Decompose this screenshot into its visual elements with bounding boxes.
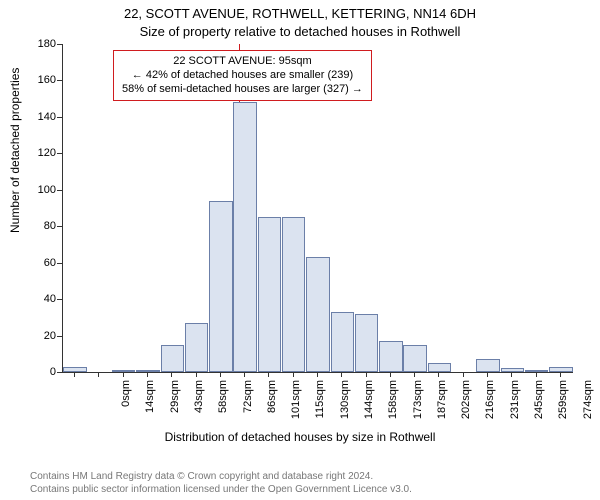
x-tick-mark xyxy=(366,372,367,377)
x-tick-mark xyxy=(390,372,391,377)
histogram-bar xyxy=(331,312,354,372)
y-tick-label: 140 xyxy=(26,111,56,123)
y-tick-mark xyxy=(57,336,62,337)
x-tick-label: 86sqm xyxy=(266,380,278,430)
x-tick-label: 158sqm xyxy=(387,380,399,430)
histogram-bar xyxy=(549,367,572,372)
y-tick-mark xyxy=(57,226,62,227)
x-tick-mark xyxy=(341,372,342,377)
x-tick-mark xyxy=(98,372,99,377)
histogram-bar xyxy=(355,314,378,372)
title-line-1: 22, SCOTT AVENUE, ROTHWELL, KETTERING, N… xyxy=(0,6,600,21)
footer-line-1: Contains HM Land Registry data © Crown c… xyxy=(30,471,412,484)
x-tick-mark xyxy=(317,372,318,377)
y-tick-mark xyxy=(57,299,62,300)
x-tick-mark xyxy=(487,372,488,377)
x-tick-label: 245sqm xyxy=(533,380,545,430)
y-tick-mark xyxy=(57,80,62,81)
info-line-2: ← 42% of detached houses are smaller (23… xyxy=(122,69,363,83)
x-tick-mark xyxy=(74,372,75,377)
x-tick-label: 216sqm xyxy=(484,380,496,430)
y-tick-label: 60 xyxy=(26,257,56,269)
x-tick-mark xyxy=(123,372,124,377)
y-tick-label: 0 xyxy=(26,366,56,378)
x-tick-mark xyxy=(171,372,172,377)
histogram-bar xyxy=(525,370,548,372)
plot-area: 22 SCOTT AVENUE: 95sqm ← 42% of detached… xyxy=(62,44,573,373)
x-tick-label: 14sqm xyxy=(144,380,156,430)
x-axis-label: Distribution of detached houses by size … xyxy=(0,430,600,444)
histogram-bar xyxy=(403,345,426,372)
y-tick-mark xyxy=(57,372,62,373)
footer-attribution: Contains HM Land Registry data © Crown c… xyxy=(30,471,412,496)
x-tick-label: 43sqm xyxy=(193,380,205,430)
y-tick-label: 180 xyxy=(26,38,56,50)
info-line-1: 22 SCOTT AVENUE: 95sqm xyxy=(122,55,363,69)
x-tick-mark xyxy=(268,372,269,377)
info-line-3: 58% of semi-detached houses are larger (… xyxy=(122,83,363,97)
y-tick-label: 40 xyxy=(26,293,56,305)
x-tick-mark xyxy=(244,372,245,377)
y-tick-label: 160 xyxy=(26,74,56,86)
histogram-bar xyxy=(63,367,86,372)
title-line-2: Size of property relative to detached ho… xyxy=(0,24,600,39)
x-tick-label: 29sqm xyxy=(169,380,181,430)
x-tick-label: 202sqm xyxy=(460,380,472,430)
x-tick-mark xyxy=(293,372,294,377)
y-tick-label: 20 xyxy=(26,330,56,342)
y-tick-mark xyxy=(57,44,62,45)
histogram-bar xyxy=(306,257,329,372)
histogram-bar xyxy=(428,363,451,372)
x-tick-label: 0sqm xyxy=(120,380,132,430)
footer-line-2: Contains public sector information licen… xyxy=(30,484,412,497)
x-tick-mark xyxy=(560,372,561,377)
x-tick-label: 101sqm xyxy=(290,380,302,430)
x-tick-label: 259sqm xyxy=(557,380,569,430)
y-tick-mark xyxy=(57,190,62,191)
x-tick-mark xyxy=(536,372,537,377)
x-tick-label: 274sqm xyxy=(582,380,594,430)
histogram-bar xyxy=(282,217,305,372)
y-tick-label: 120 xyxy=(26,147,56,159)
x-tick-mark xyxy=(196,372,197,377)
x-tick-mark xyxy=(463,372,464,377)
histogram-bar xyxy=(233,102,256,372)
histogram-bar xyxy=(379,341,402,372)
x-tick-label: 130sqm xyxy=(339,380,351,430)
histogram-bar xyxy=(185,323,208,372)
histogram-bar xyxy=(258,217,281,372)
y-tick-mark xyxy=(57,153,62,154)
x-tick-label: 72sqm xyxy=(242,380,254,430)
x-tick-mark xyxy=(147,372,148,377)
y-tick-mark xyxy=(57,117,62,118)
info-box: 22 SCOTT AVENUE: 95sqm ← 42% of detached… xyxy=(113,50,372,101)
x-tick-mark xyxy=(438,372,439,377)
x-tick-label: 58sqm xyxy=(217,380,229,430)
histogram-bar xyxy=(161,345,184,372)
y-tick-label: 100 xyxy=(26,184,56,196)
x-tick-label: 173sqm xyxy=(412,380,424,430)
x-tick-mark xyxy=(220,372,221,377)
x-tick-label: 231sqm xyxy=(509,380,521,430)
x-tick-label: 115sqm xyxy=(314,380,326,430)
y-tick-label: 80 xyxy=(26,220,56,232)
histogram-bar xyxy=(501,368,524,372)
x-tick-label: 144sqm xyxy=(363,380,375,430)
chart-container: 22, SCOTT AVENUE, ROTHWELL, KETTERING, N… xyxy=(0,0,600,500)
x-tick-mark xyxy=(414,372,415,377)
x-tick-label: 187sqm xyxy=(436,380,448,430)
histogram-bar xyxy=(209,201,232,372)
x-tick-mark xyxy=(511,372,512,377)
histogram-bar xyxy=(476,359,499,372)
y-tick-mark xyxy=(57,263,62,264)
y-axis-label: Number of detached properties xyxy=(8,68,22,233)
histogram-bar xyxy=(112,370,135,372)
